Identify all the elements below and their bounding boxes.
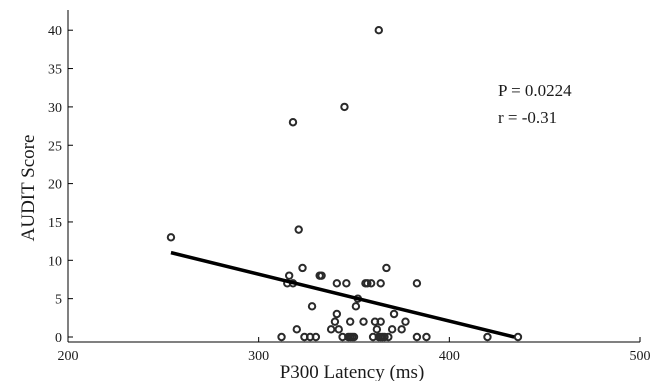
data-point [307,302,317,311]
data-point [359,317,368,326]
x-axis-label: P300 Latency (ms) [280,362,425,381]
data-point [326,325,336,334]
y-tick-label: 40 [48,24,62,39]
y-axis-label: AUDIT Score [18,135,39,242]
data-point [332,309,342,319]
data-point [166,233,176,242]
data-point [412,332,422,342]
y-tick-label: 30 [48,101,62,116]
data-point [340,102,349,112]
axes [67,10,640,343]
x-tick-label: 500 [630,349,651,364]
data-point [389,309,399,319]
data-point [376,279,385,288]
data-point [351,302,361,311]
data-point [311,332,321,342]
data-point [380,332,389,342]
y-tick-label: 10 [48,254,62,269]
data-point [513,332,523,342]
data-point [401,317,410,326]
y-tick-label: 35 [48,63,62,78]
data-point [483,332,492,342]
data-points [166,26,523,342]
data-point [330,317,340,326]
data-point [284,271,294,280]
data-point [384,332,393,342]
x-tick-label: 400 [439,349,460,364]
data-point [298,263,307,273]
data-point [366,279,376,288]
data-point [349,332,359,342]
y-tick-label: 25 [48,139,62,154]
data-point [387,325,397,334]
data-point [372,325,382,334]
data-point [317,271,326,280]
r-value-annotation: r = -0.31 [498,108,557,127]
data-point [292,325,301,334]
data-point [397,325,406,334]
y-ticks: 0 5 10 15 20 25 30 35 40 [48,24,73,346]
data-point [422,332,431,342]
regression-line [170,250,515,339]
data-point [288,118,298,127]
data-point [412,279,422,288]
y-tick-label: 20 [48,178,62,193]
y-tick-label: 0 [55,331,62,346]
p-value-annotation: P = 0.0224 [498,81,572,100]
data-point [363,279,372,288]
data-point [374,26,383,35]
x-tick-label: 300 [248,349,269,364]
data-point [277,332,286,342]
data-point [382,263,391,273]
y-tick-label: 5 [55,293,62,308]
x-ticks: 200 300 400 500 [58,337,651,364]
data-point [345,317,355,326]
y-tick-label: 15 [48,216,62,231]
data-point [332,279,342,288]
data-point [294,225,303,234]
data-point [376,317,385,326]
x-tick-label: 200 [58,349,79,364]
data-point [334,325,343,334]
data-point [342,279,351,288]
